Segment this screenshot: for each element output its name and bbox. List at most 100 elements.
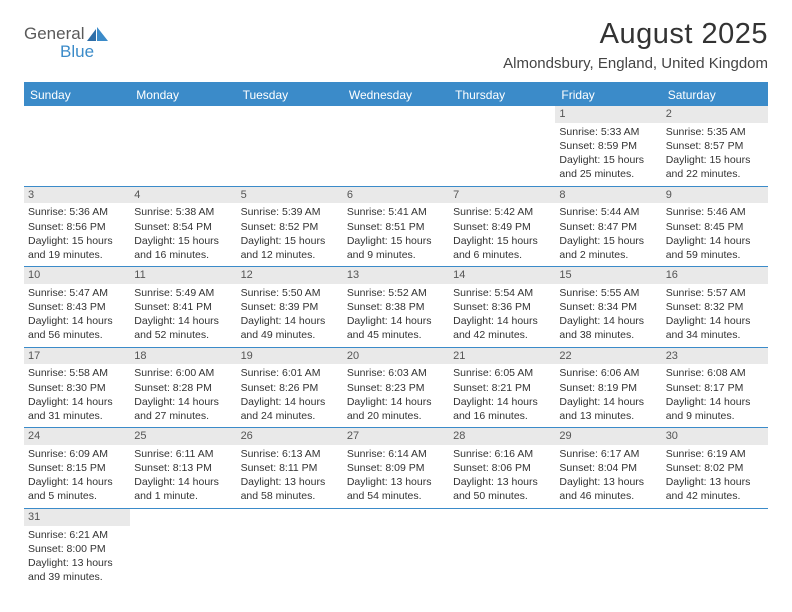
calendar-cell: 30Sunrise: 6:19 AMSunset: 8:02 PMDayligh… — [662, 428, 768, 509]
calendar-cell-empty — [662, 508, 768, 588]
sunrise-text: Sunrise: 5:36 AM — [28, 205, 126, 219]
day-header: Tuesday — [237, 83, 343, 106]
sunset-text: Sunset: 8:00 PM — [28, 542, 126, 556]
daylight-text: Daylight: 14 hours — [134, 314, 232, 328]
sunset-text: Sunset: 8:04 PM — [559, 461, 657, 475]
calendar-cell-empty — [130, 508, 236, 588]
calendar-cell: 13Sunrise: 5:52 AMSunset: 8:38 PMDayligh… — [343, 267, 449, 348]
day-number: 30 — [662, 428, 768, 445]
calendar-cell: 7Sunrise: 5:42 AMSunset: 8:49 PMDaylight… — [449, 186, 555, 267]
day-number: 23 — [662, 348, 768, 365]
sunrise-text: Sunrise: 6:00 AM — [134, 366, 232, 380]
day-number: 12 — [237, 267, 343, 284]
daylight-text: and 19 minutes. — [28, 248, 126, 262]
sunrise-text: Sunrise: 5:47 AM — [28, 286, 126, 300]
calendar-cell: 21Sunrise: 6:05 AMSunset: 8:21 PMDayligh… — [449, 347, 555, 428]
daylight-text: and 50 minutes. — [453, 489, 551, 503]
daylight-text: Daylight: 14 hours — [453, 395, 551, 409]
daylight-text: Daylight: 14 hours — [666, 395, 764, 409]
sunrise-text: Sunrise: 6:11 AM — [134, 447, 232, 461]
calendar-cell: 24Sunrise: 6:09 AMSunset: 8:15 PMDayligh… — [24, 428, 130, 509]
calendar-cell-empty — [449, 508, 555, 588]
calendar-cell-empty — [130, 106, 236, 186]
sunrise-text: Sunrise: 5:41 AM — [347, 205, 445, 219]
calendar-cell: 6Sunrise: 5:41 AMSunset: 8:51 PMDaylight… — [343, 186, 449, 267]
day-number: 6 — [343, 187, 449, 204]
calendar-cell: 26Sunrise: 6:13 AMSunset: 8:11 PMDayligh… — [237, 428, 343, 509]
calendar-cell: 12 Sunrise: 5:50 AMSunset: 8:39 PMDayligh… — [237, 267, 343, 348]
sunrise-text: Sunrise: 5:39 AM — [241, 205, 339, 219]
daylight-text: Daylight: 14 hours — [28, 395, 126, 409]
day-number: 8 — [555, 187, 661, 204]
day-header: Wednesday — [343, 83, 449, 106]
calendar-row: 1Sunrise: 5:33 AMSunset: 8:59 PMDaylight… — [24, 106, 768, 186]
daylight-text: and 1 minute. — [134, 489, 232, 503]
sunrise-text: Sunrise: 6:06 AM — [559, 366, 657, 380]
day-number: 4 — [130, 187, 236, 204]
sunset-text: Sunset: 8:32 PM — [666, 300, 764, 314]
calendar-cell: 20Sunrise: 6:03 AMSunset: 8:23 PMDayligh… — [343, 347, 449, 428]
day-number: 28 — [449, 428, 555, 445]
daylight-text: Daylight: 15 hours — [347, 234, 445, 248]
daylight-text: Daylight: 14 hours — [347, 395, 445, 409]
calendar-row: 3Sunrise: 5:36 AMSunset: 8:56 PMDaylight… — [24, 186, 768, 267]
daylight-text: Daylight: 14 hours — [666, 234, 764, 248]
daylight-text: and 24 minutes. — [241, 409, 339, 423]
day-number: 3 — [24, 187, 130, 204]
calendar-cell: 10Sunrise: 5:47 AMSunset: 8:43 PMDayligh… — [24, 267, 130, 348]
calendar-body: 1Sunrise: 5:33 AMSunset: 8:59 PMDaylight… — [24, 106, 768, 588]
daylight-text: and 59 minutes. — [666, 248, 764, 262]
sunrise-text: Sunrise: 5:50 AM — [241, 286, 339, 300]
sunset-text: Sunset: 8:39 PM — [241, 300, 339, 314]
sunset-text: Sunset: 8:52 PM — [241, 220, 339, 234]
sunset-text: Sunset: 8:54 PM — [134, 220, 232, 234]
day-number: 2 — [662, 106, 768, 123]
daylight-text: Daylight: 15 hours — [453, 234, 551, 248]
sunset-text: Sunset: 8:28 PM — [134, 381, 232, 395]
calendar-row: 17Sunrise: 5:58 AMSunset: 8:30 PMDayligh… — [24, 347, 768, 428]
daylight-text: Daylight: 13 hours — [347, 475, 445, 489]
daylight-text: Daylight: 14 hours — [241, 314, 339, 328]
daylight-text: and 58 minutes. — [241, 489, 339, 503]
calendar-cell-empty — [24, 106, 130, 186]
sunrise-text: Sunrise: 5:57 AM — [666, 286, 764, 300]
day-number: 24 — [24, 428, 130, 445]
calendar-cell-empty — [237, 106, 343, 186]
day-number: 16 — [662, 267, 768, 284]
sunset-text: Sunset: 8:30 PM — [28, 381, 126, 395]
calendar-cell-empty — [449, 106, 555, 186]
day-number: 29 — [555, 428, 661, 445]
daylight-text: Daylight: 14 hours — [559, 395, 657, 409]
sunset-text: Sunset: 8:41 PM — [134, 300, 232, 314]
calendar-cell-empty — [343, 106, 449, 186]
sunset-text: Sunset: 8:15 PM — [28, 461, 126, 475]
daylight-text: and 9 minutes. — [347, 248, 445, 262]
daylight-text: Daylight: 15 hours — [241, 234, 339, 248]
day-number: 20 — [343, 348, 449, 365]
sunset-text: Sunset: 8:49 PM — [453, 220, 551, 234]
daylight-text: Daylight: 15 hours — [559, 234, 657, 248]
sunset-text: Sunset: 8:51 PM — [347, 220, 445, 234]
calendar-cell: 29Sunrise: 6:17 AMSunset: 8:04 PMDayligh… — [555, 428, 661, 509]
daylight-text: and 5 minutes. — [28, 489, 126, 503]
daylight-text: and 56 minutes. — [28, 328, 126, 342]
daylight-text: and 49 minutes. — [241, 328, 339, 342]
daylight-text: and 42 minutes. — [666, 489, 764, 503]
daylight-text: and 52 minutes. — [134, 328, 232, 342]
month-title: August 2025 — [503, 18, 768, 51]
calendar-cell: 14Sunrise: 5:54 AMSunset: 8:36 PMDayligh… — [449, 267, 555, 348]
daylight-text: Daylight: 15 hours — [666, 153, 764, 167]
sunset-text: Sunset: 8:36 PM — [453, 300, 551, 314]
sunset-text: Sunset: 8:23 PM — [347, 381, 445, 395]
day-header-row: SundayMondayTuesdayWednesdayThursdayFrid… — [24, 83, 768, 106]
daylight-text: and 27 minutes. — [134, 409, 232, 423]
sunrise-text: Sunrise: 6:09 AM — [28, 447, 126, 461]
day-number: 27 — [343, 428, 449, 445]
day-number: 26 — [237, 428, 343, 445]
day-number: 21 — [449, 348, 555, 365]
daylight-text: Daylight: 15 hours — [134, 234, 232, 248]
sunset-text: Sunset: 8:43 PM — [28, 300, 126, 314]
calendar-cell: 18Sunrise: 6:00 AMSunset: 8:28 PMDayligh… — [130, 347, 236, 428]
daylight-text: Daylight: 13 hours — [453, 475, 551, 489]
day-header: Sunday — [24, 83, 130, 106]
